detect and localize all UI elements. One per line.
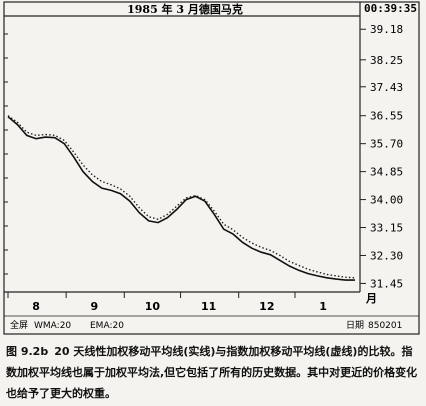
series-wma-line xyxy=(7,116,355,281)
chart-frame xyxy=(3,1,420,335)
x-ticks: 8 9 10 11 12 1 月 xyxy=(7,292,377,313)
y-tick-label: 34.85 xyxy=(370,166,403,179)
x-tick-label: 10 xyxy=(145,300,161,313)
y-tick-label: 38.25 xyxy=(370,54,403,67)
y-tick-label: 36.55 xyxy=(370,110,403,123)
x-tick-label: 11 xyxy=(201,300,216,313)
corner-time: 00:39:35 xyxy=(364,2,417,15)
date-label: 日期 xyxy=(346,320,364,331)
chart: 1985 年 3 月德国马克 00:39:35 39.1838.2537.433… xyxy=(3,1,420,335)
x-tick-label: 1 xyxy=(319,300,327,313)
x-tick-label: 8 xyxy=(32,300,40,313)
y-tick-label: 32.30 xyxy=(370,249,403,262)
legend-prefix: 全屏 xyxy=(10,319,28,331)
series-ema-line xyxy=(7,115,356,279)
x-tick-label: 12 xyxy=(259,300,274,313)
date-value: 850201 xyxy=(368,321,402,331)
chart-title: 1985 年 3 月德国马克 xyxy=(127,2,243,16)
x-tick-label: 9 xyxy=(90,300,98,313)
y-tick-label: 37.43 xyxy=(370,81,403,94)
legend-ema: EMA:20 xyxy=(90,321,124,331)
figure-caption: 图 9.2b 20 天线性加权移动平均线(实线)与指数加权移动平均线(虚线)的比较… xyxy=(6,341,422,404)
figure-number: 图 9.2b xyxy=(6,345,49,358)
x-unit-label: 月 xyxy=(365,292,377,305)
y-tick-label: 31.45 xyxy=(370,277,403,290)
y-tick-label: 35.70 xyxy=(370,138,403,151)
y-ticks: 39.18 38.25 37.43 36.55 35.70 34.85 34.00 33.15… xyxy=(360,23,403,290)
y-tick-label: 34.00 xyxy=(370,194,403,207)
legend-wma: WMA:20 xyxy=(34,321,71,331)
left-minor-ticks xyxy=(4,33,8,275)
figure-caption-text: 20 天线性加权移动平均线(实线)与指数加权移动平均线(虚线)的比较。指数加权平… xyxy=(6,345,418,400)
y-tick-label: 33.15 xyxy=(370,222,403,235)
y-tick-label: 39.18 xyxy=(370,23,403,36)
